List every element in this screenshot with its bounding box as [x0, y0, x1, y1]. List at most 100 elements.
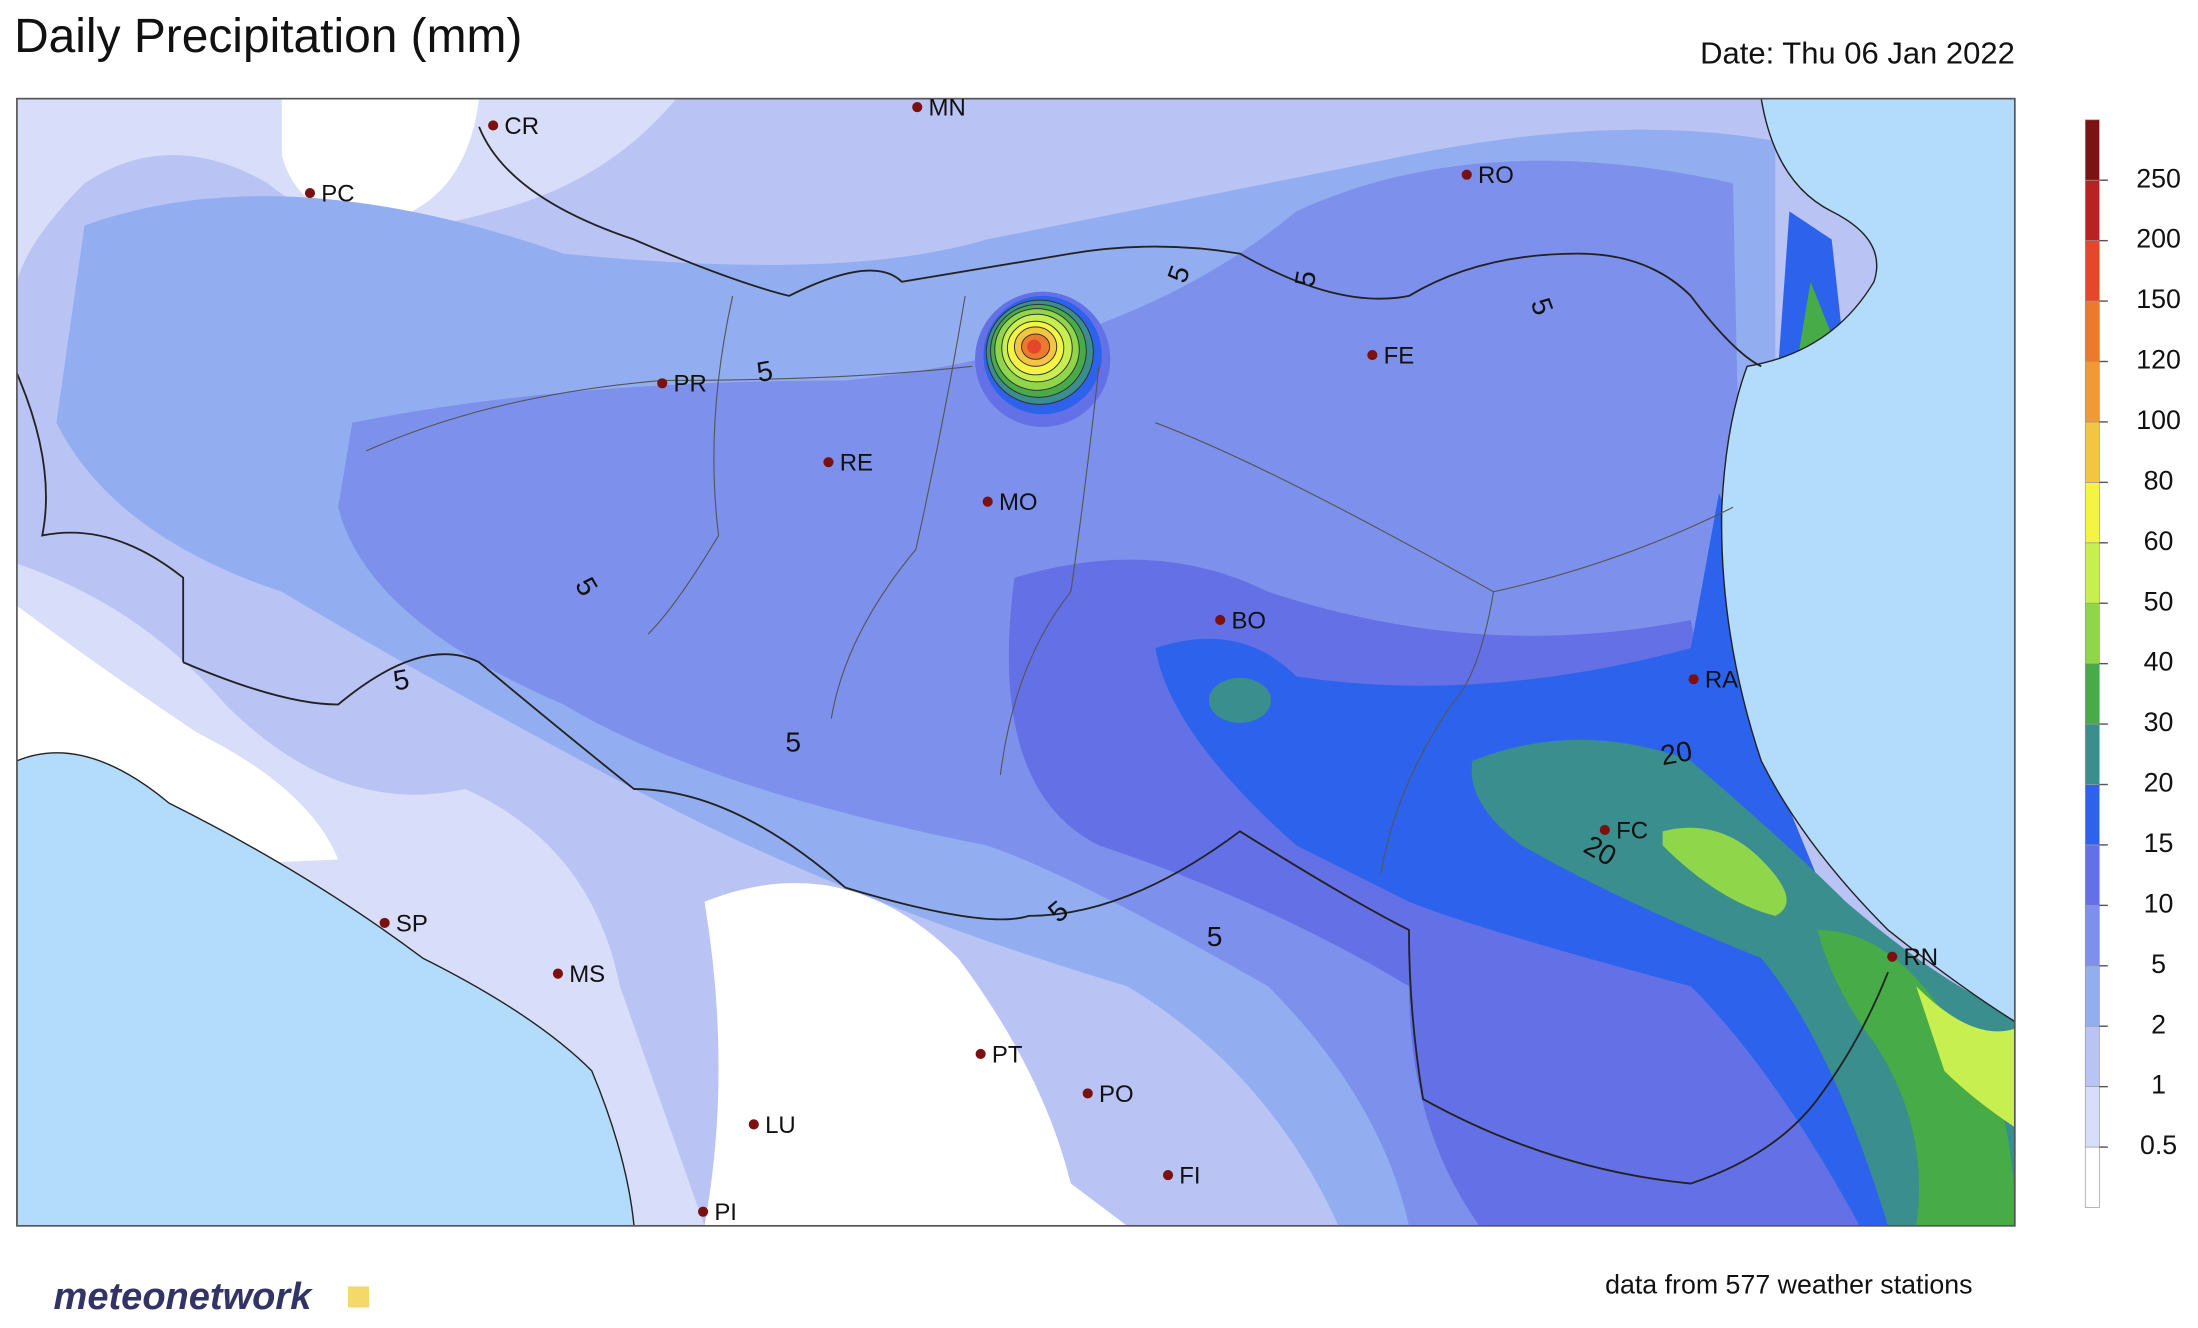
city-label: SP [396, 910, 428, 937]
city-dot [304, 187, 316, 199]
city-label: PC [321, 181, 354, 208]
city-dot [748, 1119, 759, 1130]
field-50-60 [1916, 986, 2015, 1128]
city-label: RA [1705, 667, 1738, 694]
colorbar-label: 5 [2151, 949, 2166, 979]
city-label: RO [1478, 162, 1514, 189]
colorbar-swatch [2084, 905, 2100, 967]
colorbar-label: 1 [2151, 1070, 2166, 1100]
date: Date: Thu 06 Jan 2022 [1700, 35, 2015, 70]
city-dot [1162, 1170, 1174, 1181]
city-label: MO [999, 489, 1038, 516]
hotspot [975, 291, 1111, 427]
colorbar-label: 10 [2144, 888, 2174, 918]
colorbar-label: 60 [2144, 526, 2174, 556]
city-label: MN [929, 95, 966, 122]
colorbar-label: 50 [2144, 586, 2174, 616]
contour-label: 5 [391, 662, 412, 696]
colorbar-swatch [2084, 1086, 2100, 1148]
city-dot [1461, 169, 1472, 180]
city-label: RN [1904, 944, 1939, 971]
colorbar-label: 100 [2136, 405, 2181, 435]
colorbar-swatch [2084, 784, 2100, 846]
contour-label: 5 [785, 725, 801, 757]
colorbar-label: 250 [2136, 163, 2181, 193]
field-40-50 [1662, 827, 1787, 916]
colorbar-swatch [2084, 663, 2100, 725]
cities: PC CR MN RO FE PR RE MO BO RA FC RN SP MS PT PO LU FI PI [304, 95, 1939, 1226]
city-dot [1887, 951, 1898, 962]
city-label: PO [1099, 1081, 1134, 1108]
city-label: PI [714, 1199, 737, 1226]
city-dot [823, 457, 834, 468]
dry-area [704, 882, 1128, 1226]
map-frame [16, 97, 2016, 1227]
colorbar-swatch [2084, 179, 2100, 241]
city-dot [488, 120, 499, 131]
city-label: PT [992, 1041, 1023, 1068]
city-dot [1599, 824, 1610, 835]
city-dot [975, 1048, 986, 1060]
sea [16, 752, 635, 1226]
logo-mark [348, 1286, 370, 1308]
city-label: PR [673, 371, 706, 398]
city-dot [1688, 674, 1699, 685]
field-30-40 [1817, 929, 2015, 1226]
contour-label: 20 [1658, 734, 1694, 771]
city-label: RE [840, 450, 873, 477]
colorbar-swatch [2084, 361, 2100, 423]
contour-label: 5 [1207, 920, 1223, 952]
precip-field [16, 98, 2015, 1226]
city-dot [1367, 350, 1378, 361]
city-dot [379, 917, 390, 928]
colorbar-swatch [2084, 482, 2100, 544]
colorbar: 0.5 1 2 5 10 15 20 30 40 50 60 80 100 120 150 200 250 [2084, 119, 2181, 1208]
colorbar-label: 200 [2136, 224, 2181, 254]
city-dot [1082, 1088, 1093, 1099]
colorbar-label: 30 [2144, 707, 2174, 737]
city-label: MS [569, 961, 605, 988]
colorbar-label: 15 [2144, 828, 2174, 858]
station-note: data from 577 weather stations [1605, 1269, 1973, 1299]
borders [16, 126, 1889, 1185]
colorbar-label: 40 [2144, 647, 2174, 677]
logo: meteonetwork [54, 1276, 314, 1318]
colorbar-swatch [2084, 602, 2100, 665]
city-label: FC [1616, 817, 1648, 844]
colorbar-swatch [2084, 542, 2100, 604]
city-dot [698, 1206, 709, 1217]
colorbar-swatch [2084, 965, 2100, 1027]
city-dot [1215, 614, 1226, 626]
city-dot [657, 378, 668, 389]
colorbar-label: 120 [2136, 345, 2181, 375]
field-20-30 [1208, 677, 1271, 723]
colorbar-swatch [2084, 1146, 2100, 1208]
field-20-30 [1471, 739, 2015, 1226]
city-dot [552, 968, 564, 979]
contour-label: 5 [1288, 268, 1322, 289]
dry-area [281, 98, 480, 226]
colorbar-swatch [2084, 1025, 2100, 1088]
colorbar-swatch [2084, 723, 2100, 785]
contour-label: 5 [754, 354, 775, 388]
city-dot [982, 496, 993, 507]
city-label: FE [1384, 343, 1415, 370]
colorbar-label: 150 [2136, 284, 2181, 314]
colorbar-label: 20 [2144, 768, 2174, 798]
colorbar-swatch [2084, 240, 2100, 302]
sea [1720, 98, 2015, 1023]
city-label: CR [504, 113, 539, 140]
city-label: LU [765, 1112, 796, 1139]
colorbar-swatch [2084, 300, 2100, 362]
colorbar-swatch [2084, 421, 2100, 483]
colorbar-label: 0.5 [2140, 1130, 2177, 1160]
city-label: FI [1179, 1163, 1200, 1190]
title: Daily Precipitation (mm) [14, 10, 522, 63]
colorbar-swatch [2084, 844, 2100, 906]
city-label: BO [1231, 607, 1266, 634]
colorbar-swatch [2084, 119, 2100, 181]
colorbar-label: 80 [2144, 465, 2174, 495]
city-dot [912, 102, 923, 113]
